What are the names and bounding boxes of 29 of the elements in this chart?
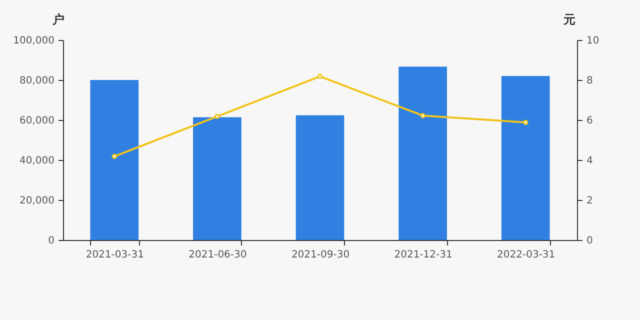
y-tick-label: 0 — [48, 236, 54, 246]
y-axis-title: 户 — [52, 12, 64, 26]
y-tick-label: 20,000 — [20, 196, 54, 206]
y-tick-label: 100,000 — [13, 36, 54, 46]
point — [420, 112, 426, 118]
bar — [398, 66, 447, 240]
point — [317, 74, 323, 80]
x-tick-label: 2021-12-31 — [394, 250, 452, 260]
bar — [296, 115, 344, 240]
y2-tick-label: 2 — [586, 196, 593, 206]
x-tick-label: 2022-03-31 — [497, 250, 556, 260]
point — [112, 154, 118, 160]
x-tick-label: 2021-06-30 — [188, 250, 247, 260]
bar — [90, 80, 139, 240]
y-tick-label: 80,000 — [20, 76, 54, 86]
bar — [501, 76, 550, 240]
y-tick-label: 60,000 — [20, 116, 54, 126]
y2-axis-title: 元 — [562, 12, 576, 26]
point — [214, 114, 220, 120]
y2-tick-label: 6 — [586, 116, 593, 126]
y-tick-label: 40,000 — [20, 156, 54, 166]
y2-tick-label: 10 — [586, 36, 600, 46]
point — [522, 120, 528, 126]
y2-tick-label: 4 — [586, 156, 593, 166]
x-tick-label: 2021-03-31 — [86, 250, 144, 260]
y2-tick-label: 0 — [586, 236, 593, 246]
bar — [193, 117, 242, 240]
y2-tick-label: 8 — [586, 76, 593, 86]
x-tick-label: 2021-09-30 — [291, 250, 350, 260]
